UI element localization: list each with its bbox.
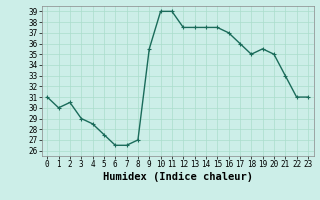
X-axis label: Humidex (Indice chaleur): Humidex (Indice chaleur) [103, 172, 252, 182]
